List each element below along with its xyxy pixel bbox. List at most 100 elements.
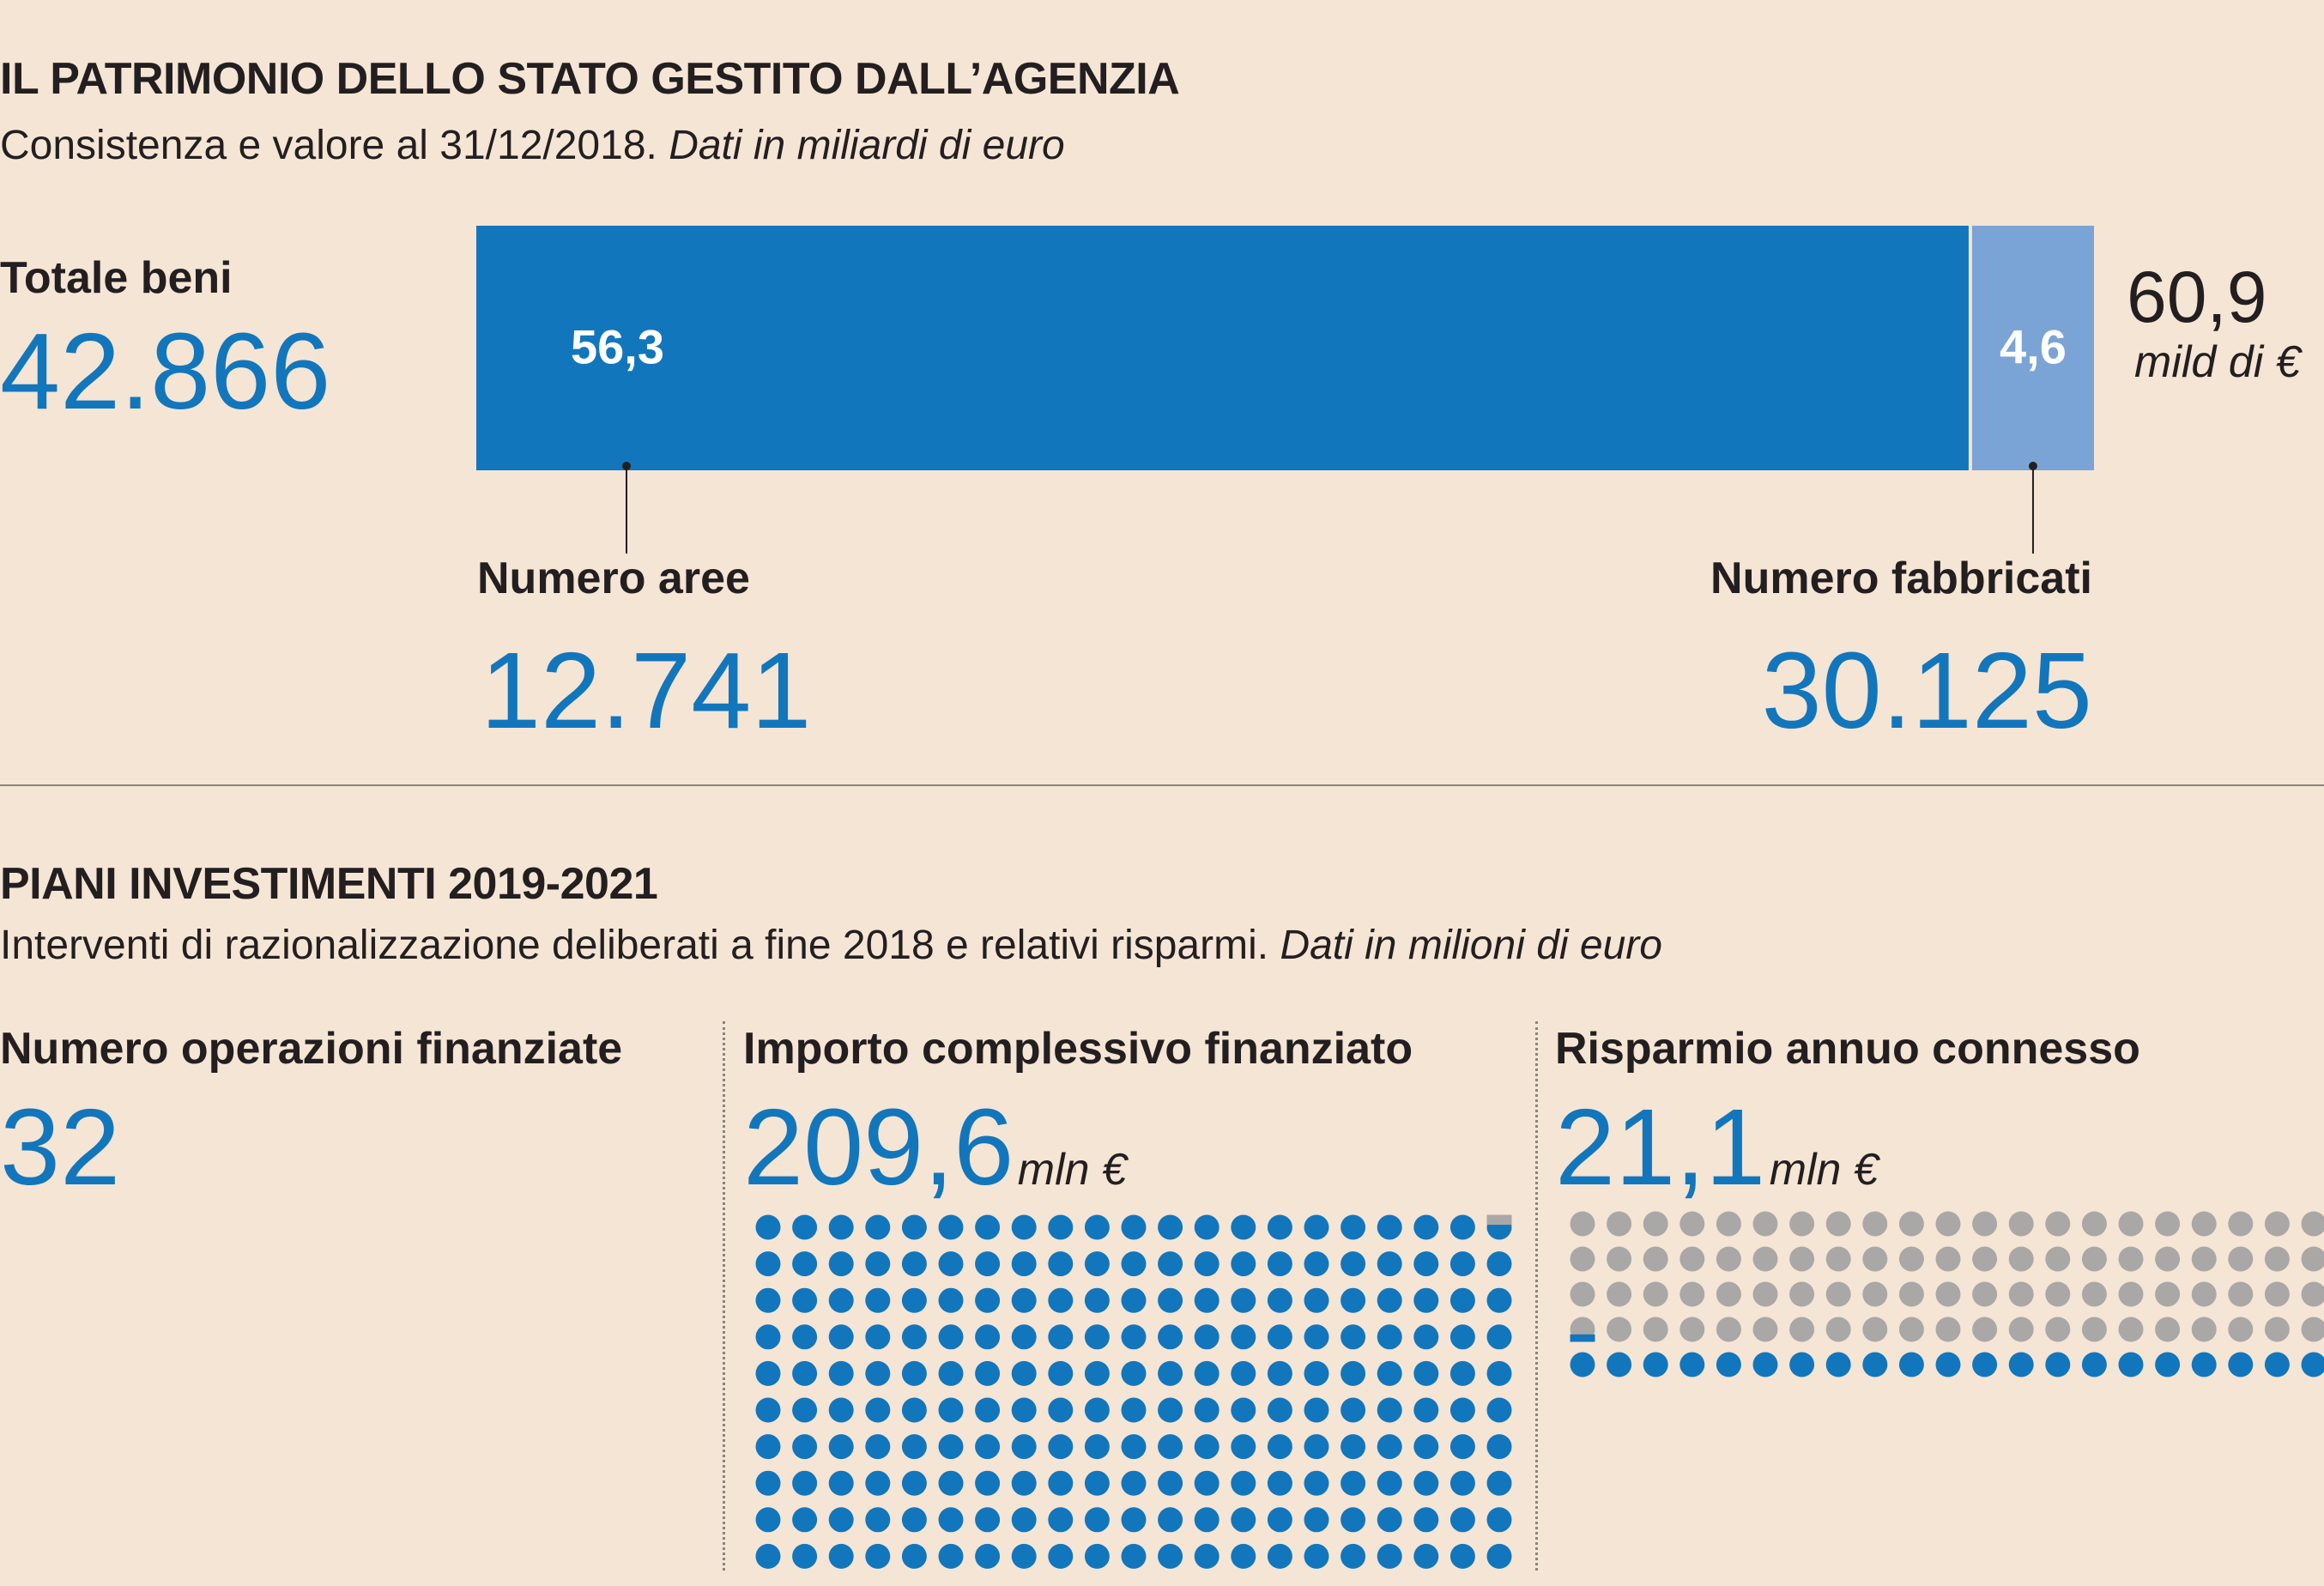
importo-dot xyxy=(1194,1507,1219,1533)
risparmio-dot-empty xyxy=(2191,1281,2217,1307)
importo-dot xyxy=(1011,1251,1037,1277)
importo-dot xyxy=(1084,1360,1110,1386)
total-unit-label: mild di € xyxy=(2134,337,2301,387)
importo-dot xyxy=(828,1507,854,1533)
importo-dot xyxy=(1377,1434,1402,1460)
section1-subtitle: Consistenza e valore al 31/12/2018. Dati… xyxy=(0,122,1065,169)
importo-dot xyxy=(1304,1470,1329,1496)
risparmio-dot-empty xyxy=(1607,1211,1632,1237)
risparmio-dot-matrix xyxy=(1570,1211,2324,1377)
risparmio-dot-empty xyxy=(1789,1211,1815,1237)
importo-dot xyxy=(1377,1397,1402,1423)
risparmio-dot-empty xyxy=(1679,1246,1705,1272)
risparmio-dot-empty xyxy=(1643,1281,1668,1307)
risparmio-dot-empty xyxy=(1972,1281,1998,1307)
importo-dot xyxy=(1121,1397,1147,1423)
risparmio-dot-empty xyxy=(1825,1317,1851,1342)
importo-dot xyxy=(1486,1397,1512,1423)
risparmio-dot-empty xyxy=(2264,1317,2290,1342)
importo-dot xyxy=(1449,1543,1475,1569)
importo-dot xyxy=(1231,1397,1256,1423)
importo-dot xyxy=(828,1397,854,1423)
bar-segment-fabbricati xyxy=(1971,226,2094,470)
importo-dot-matrix xyxy=(755,1214,1512,1569)
risparmio-dot-filled xyxy=(1607,1352,1632,1377)
importo-dot xyxy=(1449,1251,1475,1277)
importo-dot xyxy=(1011,1470,1037,1496)
importo-dot xyxy=(1267,1397,1292,1423)
importo-dot xyxy=(1231,1287,1256,1313)
importo-dot xyxy=(901,1434,927,1460)
importo-dot xyxy=(901,1470,927,1496)
importo-dot xyxy=(975,1543,1001,1569)
importo-dot xyxy=(901,1543,927,1569)
risparmio-dot-partial xyxy=(1570,1334,1595,1342)
importo-dot xyxy=(938,1287,964,1313)
risparmio-dot-empty xyxy=(1898,1246,1924,1272)
importo-dot xyxy=(901,1214,927,1240)
risparmio-dot-filled xyxy=(1752,1352,1778,1377)
importo-dot xyxy=(1231,1543,1256,1569)
bar-value-label-fabbricati: 4,6 xyxy=(2000,320,2067,374)
risparmio-dot-empty xyxy=(1752,1281,1778,1307)
importo-dot xyxy=(828,1324,854,1350)
importo-dot xyxy=(1011,1324,1037,1350)
importo-dot xyxy=(1377,1214,1402,1240)
importo-dot xyxy=(1011,1214,1037,1240)
importo-dot xyxy=(901,1287,927,1313)
importo-dot xyxy=(1231,1360,1256,1386)
importo-dot xyxy=(1121,1470,1147,1496)
importo-dot xyxy=(1486,1470,1512,1496)
risparmio-dot-empty xyxy=(1607,1246,1632,1272)
importo-dot xyxy=(792,1507,818,1533)
risparmio-dot-empty xyxy=(2301,1246,2324,1272)
importo-dot xyxy=(828,1251,854,1277)
importo-dot xyxy=(975,1251,1001,1277)
risparmio-dot-empty xyxy=(2008,1246,2034,1272)
importo-dot xyxy=(1267,1360,1292,1386)
importo-dot xyxy=(1304,1397,1329,1423)
risparmio-dot-filled xyxy=(1898,1352,1924,1377)
importo-dot xyxy=(1486,1434,1512,1460)
risparmio-dot-empty xyxy=(1935,1246,1961,1272)
importo-dot xyxy=(1486,1251,1512,1277)
risparmio-dot-empty xyxy=(2301,1317,2324,1342)
risparmio-dot-empty xyxy=(2155,1246,2181,1272)
risparmio-dot-filled xyxy=(2191,1352,2217,1377)
importo-dot xyxy=(1304,1287,1329,1313)
numero-fabbricati-label: Numero fabbricati xyxy=(1710,554,2092,603)
risparmio-dot-filled xyxy=(1862,1352,1888,1377)
risparmio-dot-empty xyxy=(1716,1281,1741,1307)
importo-dot xyxy=(1486,1287,1512,1313)
risparmio-dot-empty xyxy=(1679,1317,1705,1342)
risparmio-dot-empty xyxy=(1825,1211,1851,1237)
risparmio-dot-empty xyxy=(1972,1211,1998,1237)
importo-dot xyxy=(1194,1397,1219,1423)
risparmio-dot-empty xyxy=(2191,1317,2217,1342)
risparmio-dot-empty xyxy=(2081,1281,2107,1307)
bar-segment-aree xyxy=(476,226,1969,470)
section2-subtitle-note: Dati in milioni di euro xyxy=(1280,923,1662,968)
importo-dot xyxy=(1011,1507,1037,1533)
importo-dot xyxy=(1449,1214,1475,1240)
importo-dot xyxy=(755,1360,781,1386)
risparmio-dot-filled xyxy=(1643,1352,1668,1377)
risparmio-dot-empty xyxy=(1716,1211,1741,1237)
importo-dot xyxy=(1158,1543,1183,1569)
risparmio-dot-empty xyxy=(1862,1246,1888,1272)
importo-dot xyxy=(792,1251,818,1277)
importo-dot xyxy=(1267,1470,1292,1496)
risparmio-dot-empty xyxy=(2118,1211,2144,1237)
importo-dot xyxy=(865,1324,891,1350)
section-divider xyxy=(0,784,2324,786)
importo-dot xyxy=(975,1287,1001,1313)
risparmio-dot-filled xyxy=(2155,1352,2181,1377)
importo-dot xyxy=(1486,1507,1512,1533)
importo-dot xyxy=(1121,1543,1147,1569)
importo-dot xyxy=(901,1397,927,1423)
importo-dot xyxy=(792,1434,818,1460)
importo-dot xyxy=(865,1507,891,1533)
risparmio-dot-empty xyxy=(2045,1317,2071,1342)
importo-dot xyxy=(1231,1434,1256,1460)
importo-dot xyxy=(1158,1507,1183,1533)
